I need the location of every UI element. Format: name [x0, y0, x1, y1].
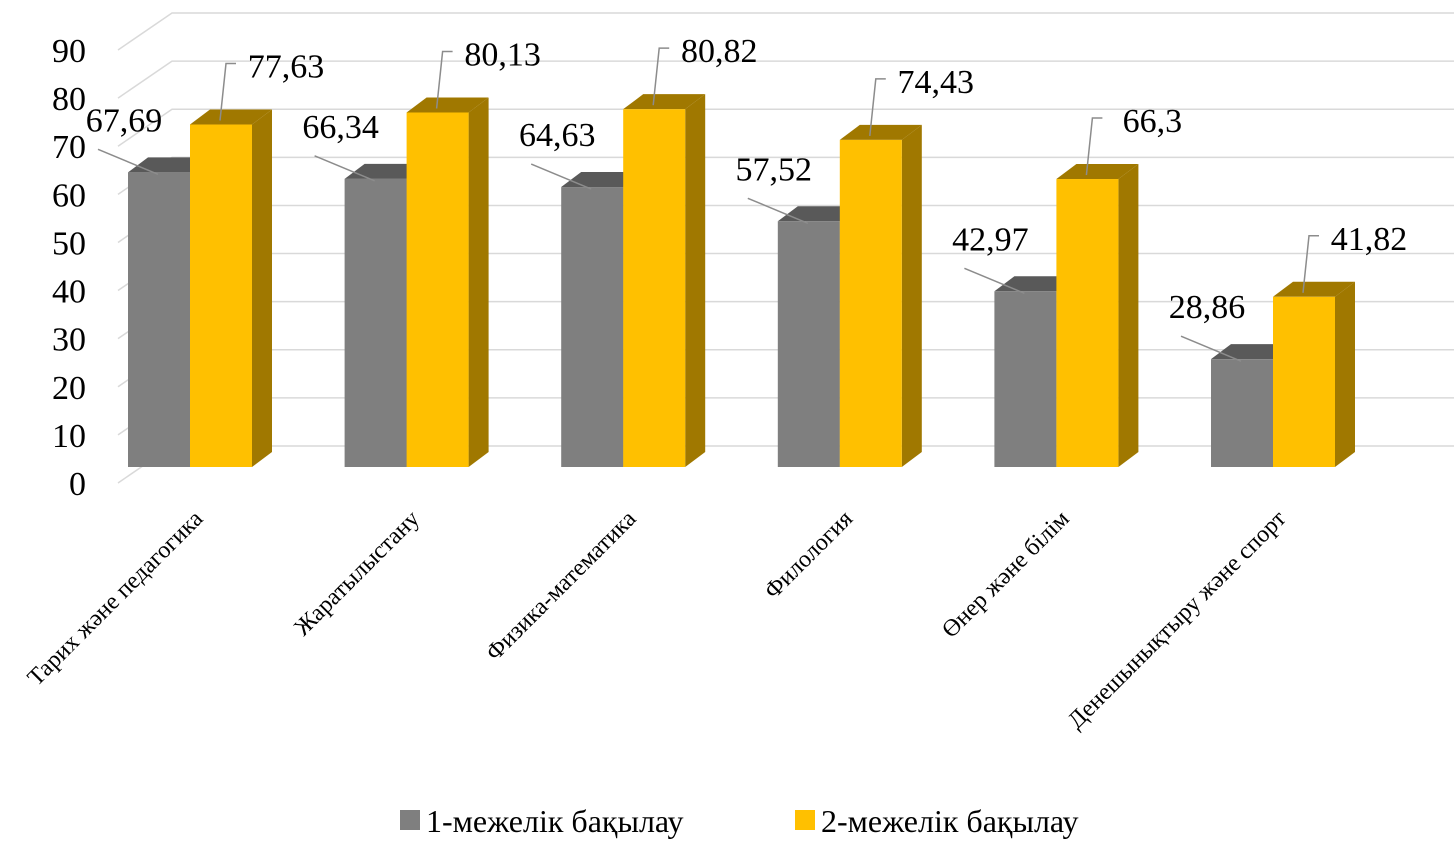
x-category-label: Филология [760, 506, 858, 604]
y-axis: 0 10 20 30 40 50 60 70 80 90 [52, 33, 86, 503]
bar [190, 124, 252, 468]
bar [344, 178, 407, 468]
bar-top [128, 157, 210, 173]
leader-line [97, 148, 159, 176]
x-axis: Тарих және педагогика Жаратылыстану Физика… [23, 506, 1292, 735]
x-category-label: Денешынықтыру және спорт [1063, 506, 1292, 735]
leader-line [1302, 235, 1319, 293]
leader-line [1180, 335, 1242, 362]
data-label: 64,63 [519, 117, 596, 154]
legend-swatch [400, 810, 420, 830]
bar [1056, 179, 1119, 468]
bar [1211, 359, 1273, 467]
x-category-label: Физика-математика [481, 506, 641, 666]
y-tick-label: 30 [52, 322, 86, 359]
bar-side [1118, 164, 1139, 468]
bar-top [623, 94, 706, 110]
data-label: 28,86 [1169, 289, 1246, 326]
x-category-label: Өнер және білім [937, 506, 1074, 643]
bar-side [1335, 281, 1355, 467]
legend-label: 2-межелік бақылау [821, 803, 1078, 839]
y-tick-label: 20 [52, 370, 86, 407]
leader-line [435, 50, 453, 109]
data-label: 57,52 [736, 151, 813, 188]
bar-top [406, 97, 489, 113]
bar-top [190, 109, 272, 125]
legend: 1-межелік бақылау 2-межелік бақылау [400, 803, 1078, 839]
bar [128, 172, 190, 468]
bar-side [252, 109, 272, 468]
y-tick-label: 70 [52, 129, 86, 166]
data-label: 42,97 [952, 221, 1029, 258]
bar-top [1211, 344, 1293, 360]
bar [561, 187, 624, 467]
leader-line [314, 155, 375, 182]
data-label: 80,82 [681, 33, 758, 70]
bars [128, 94, 1355, 468]
legend-label: 1-межелік бақылау [426, 803, 683, 839]
data-label: 80,13 [464, 36, 541, 73]
gridline [117, 108, 1454, 147]
data-label: 66,34 [302, 109, 379, 146]
bar [623, 109, 686, 467]
y-tick-label: 80 [52, 81, 86, 118]
data-label: 67,69 [86, 102, 163, 139]
leader-line [219, 62, 236, 121]
y-tick-label: 90 [52, 33, 86, 70]
bar [1273, 296, 1335, 467]
bar-side [468, 97, 489, 468]
bar-top [1273, 281, 1355, 297]
data-label: 77,63 [248, 49, 325, 86]
bar-top [994, 276, 1077, 292]
gridline [117, 12, 1454, 51]
y-tick-label: 0 [69, 466, 86, 503]
leader-line [964, 267, 1025, 294]
bar [839, 139, 902, 467]
x-category-label: Тарих және педагогика [23, 506, 209, 692]
bar-top [1056, 164, 1139, 180]
bar-side [685, 94, 706, 467]
gridline [117, 60, 1454, 99]
leader-line [869, 78, 886, 136]
bar-top [839, 124, 922, 140]
leader-line [1085, 117, 1103, 176]
data-label: 66,3 [1123, 103, 1183, 140]
x-category-label: Жаратылыстану [290, 506, 425, 641]
bar [994, 291, 1057, 467]
data-labels: 67,69 77,63 66,34 80,13 64,63 80,82 57,52 74,43… [86, 33, 1408, 362]
leader-line [652, 47, 670, 106]
data-label: 41,82 [1331, 221, 1408, 258]
data-label: 74,43 [898, 64, 975, 101]
bar-top [561, 172, 644, 188]
leader-line [530, 163, 592, 190]
bar [406, 112, 469, 468]
y-tick-label: 10 [52, 418, 86, 455]
bar-side [901, 124, 922, 467]
bar-top [777, 206, 860, 222]
bar [777, 221, 840, 467]
leader-line [747, 197, 809, 224]
y-tick-label: 60 [52, 177, 86, 214]
legend-swatch [795, 810, 815, 830]
y-tick-label: 50 [52, 225, 86, 262]
y-tick-label: 40 [52, 274, 86, 311]
bar-top [344, 163, 427, 179]
